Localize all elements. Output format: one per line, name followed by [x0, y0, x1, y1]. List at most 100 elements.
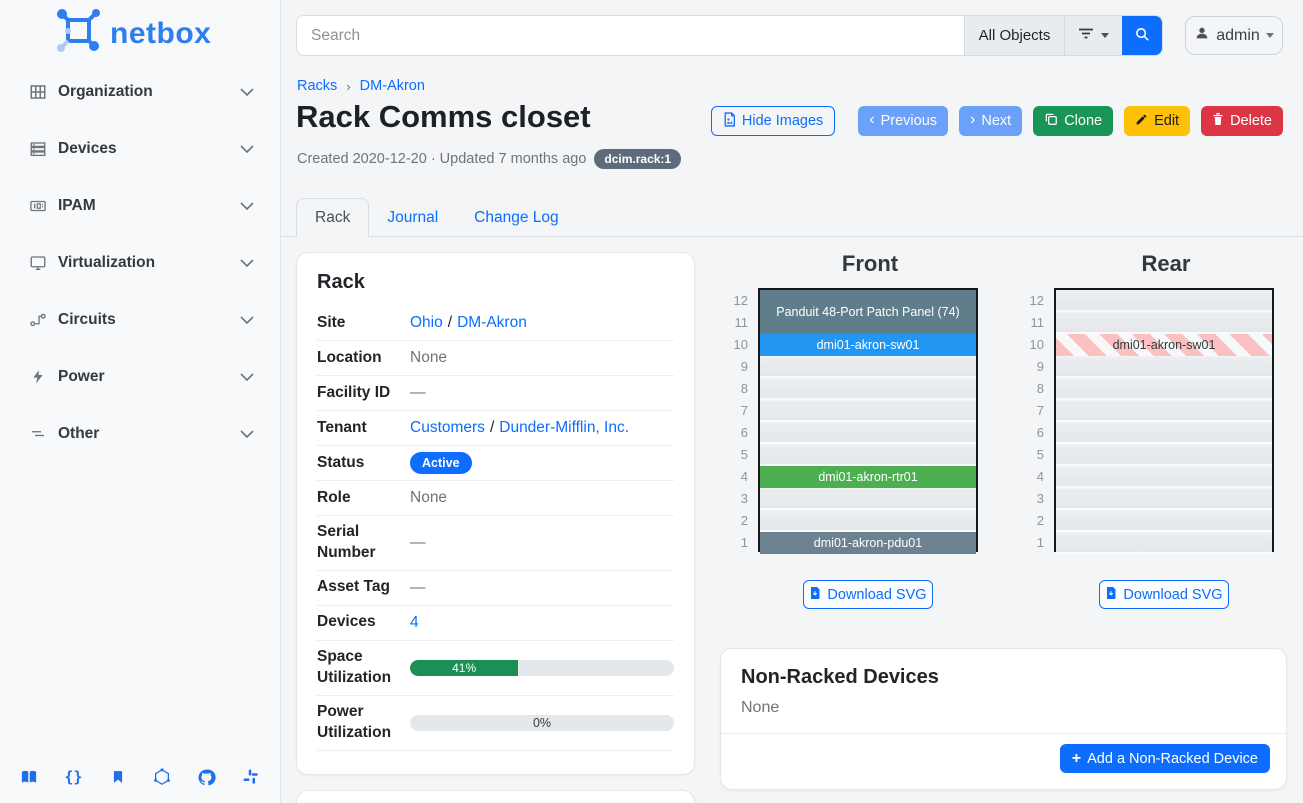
sidebar-item-label: Circuits [58, 311, 116, 328]
rack-unit-empty[interactable] [760, 444, 976, 466]
rack-device-switch[interactable]: dmi01-akron-sw01 [760, 334, 976, 356]
next-panel-partial [296, 790, 695, 803]
rack-unit-empty[interactable] [760, 422, 976, 444]
delete-button[interactable]: Delete [1201, 106, 1283, 136]
rack-unit-empty[interactable] [1056, 510, 1272, 532]
row-location: Location None [317, 341, 674, 376]
rack-device-router[interactable]: dmi01-akron-rtr01 [760, 466, 976, 488]
sidebar-item-other[interactable]: Other [14, 412, 266, 456]
rack-unit-empty[interactable] [760, 488, 976, 510]
trash-icon [1212, 112, 1224, 130]
unit-label: 4 [740, 469, 748, 484]
chevron-right-icon: › [970, 111, 976, 128]
site-link[interactable]: DM-Akron [457, 314, 527, 331]
site-region-link[interactable]: Ohio [410, 314, 443, 331]
copy-icon [1044, 112, 1058, 130]
github-icon[interactable] [196, 766, 218, 788]
transit-icon [26, 311, 50, 329]
docs-book-icon[interactable] [18, 766, 40, 788]
previous-button[interactable]: ‹ Previous [858, 106, 949, 136]
sidebar-item-virtualization[interactable]: Virtualization [14, 241, 266, 285]
tenant-group-link[interactable]: Customers [410, 419, 485, 436]
rack-unit-empty[interactable] [760, 378, 976, 400]
tab-change-log[interactable]: Change Log [474, 208, 559, 226]
rack-unit-empty[interactable] [1056, 422, 1272, 444]
add-non-racked-device-button[interactable]: + Add a Non-Racked Device [1059, 744, 1270, 773]
clone-button[interactable]: Clone [1033, 106, 1114, 136]
unit-label: 2 [1036, 513, 1044, 528]
rack-unit-empty[interactable] [760, 356, 976, 378]
unit-label: 12 [1029, 293, 1044, 308]
non-racked-devices-panel: Non-Racked Devices None + Add a Non-Rack… [720, 648, 1287, 790]
image-file-icon [723, 111, 736, 131]
rack-device-patch-panel[interactable]: Panduit 48-Port Patch Panel (74) [760, 290, 976, 334]
global-search: All Objects [296, 15, 1163, 56]
front-elevation-title: Front [841, 251, 899, 276]
unit-label: 8 [1036, 381, 1044, 396]
sidebar-item-label: IPAM [58, 197, 96, 214]
caret-down-icon [1101, 33, 1109, 38]
rack-unit-empty[interactable] [1056, 290, 1272, 312]
rack-unit-empty[interactable] [1056, 400, 1272, 422]
rack-unit-empty[interactable] [1056, 466, 1272, 488]
front-download-svg-button[interactable]: Download SVG [803, 580, 933, 609]
chevron-down-icon [240, 430, 254, 438]
sidebar-item-organization[interactable]: Organization [14, 70, 266, 114]
devices-count-link[interactable]: 4 [410, 613, 419, 631]
rest-api-braces-icon[interactable]: {} [64, 768, 83, 786]
file-download-icon [809, 586, 821, 604]
graphql-icon[interactable] [151, 766, 173, 788]
search-scope-button[interactable]: All Objects [964, 16, 1064, 55]
unit-label: 11 [1030, 315, 1045, 330]
page-title: Rack Comms closet [296, 99, 591, 134]
sidebar-item-devices[interactable]: Devices [14, 127, 266, 171]
search-input[interactable] [297, 16, 964, 55]
building-icon [26, 83, 50, 101]
tab-journal[interactable]: Journal [387, 208, 439, 226]
rack-device-switch-rear[interactable]: dmi01-akron-sw01 [1056, 334, 1272, 356]
sidebar-item-power[interactable]: Power [14, 355, 266, 399]
rack-unit-empty[interactable] [760, 400, 976, 422]
rack-unit-empty[interactable] [1056, 444, 1272, 466]
tab-rack[interactable]: Rack [296, 198, 370, 237]
netbox-logo[interactable]: netbox [54, 6, 211, 61]
search-filter-button[interactable] [1064, 16, 1122, 55]
unit-label: 9 [1036, 359, 1044, 374]
unit-label: 3 [1036, 491, 1044, 506]
file-download-icon [1105, 586, 1117, 604]
created-updated-text: Created 2020-12-20 · Updated 7 months ag… [297, 151, 587, 167]
row-tenant: Tenant Customers / Dunder-Mifflin, Inc. [317, 411, 674, 446]
edit-button[interactable]: Edit [1124, 106, 1191, 136]
sidebar-item-label: Power [58, 368, 105, 385]
rack-unit-empty[interactable] [760, 510, 976, 532]
tenant-link[interactable]: Dunder-Mifflin, Inc. [499, 419, 630, 436]
row-status: Status Active [317, 446, 674, 481]
unit-label: 3 [740, 491, 748, 506]
lines-icon [26, 425, 50, 443]
sidebar-item-ipam[interactable]: IPAM [14, 184, 266, 228]
rack-device-pdu[interactable]: dmi01-akron-pdu01 [760, 532, 976, 554]
rack-unit-empty[interactable] [1056, 312, 1272, 334]
slack-icon[interactable] [240, 766, 262, 788]
next-button[interactable]: › Next [959, 106, 1023, 136]
caret-down-icon [1265, 33, 1274, 38]
panel-title: Rack [317, 271, 365, 293]
rack-unit-empty[interactable] [1056, 532, 1272, 554]
search-submit-button[interactable] [1122, 16, 1162, 55]
rack-unit-empty[interactable] [1056, 378, 1272, 400]
user-menu[interactable]: admin [1185, 16, 1283, 55]
rack-unit-empty[interactable] [1056, 488, 1272, 510]
hide-images-button[interactable]: Hide Images [710, 106, 836, 136]
chevron-down-icon [240, 145, 254, 153]
rack-unit-empty[interactable] [1056, 356, 1272, 378]
rear-download-svg-button[interactable]: Download SVG [1099, 580, 1229, 609]
chevron-left-icon: ‹ [869, 111, 875, 128]
chevron-down-icon [240, 373, 254, 381]
sidebar: netbox Organization Devices [0, 0, 281, 803]
api-bookmark-icon[interactable] [107, 766, 129, 788]
breadcrumb-link-racks[interactable]: Racks [297, 78, 338, 94]
front-unit-labels: 12 11 10 9 8 7 6 5 4 3 2 1 [700, 290, 748, 554]
tab-divider [281, 236, 1303, 237]
breadcrumb-link-site[interactable]: DM-Akron [359, 78, 425, 94]
sidebar-item-circuits[interactable]: Circuits [14, 298, 266, 342]
